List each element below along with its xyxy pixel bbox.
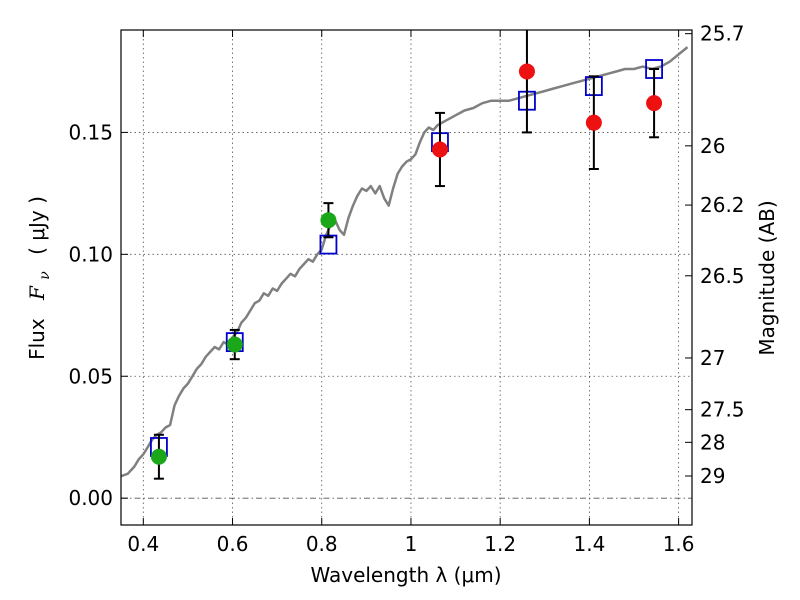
y-axis-label-subscript: ν bbox=[37, 271, 53, 280]
observed-optical-point-2 bbox=[320, 212, 337, 229]
y-tick-label-0: 0.00 bbox=[68, 486, 113, 510]
mag-tick-label-3: 26.5 bbox=[700, 264, 745, 288]
x-tick-label-4: 1.2 bbox=[484, 532, 516, 556]
mag-tick-label-1: 26 bbox=[700, 134, 725, 158]
y-tick-label-3: 0.15 bbox=[68, 120, 113, 144]
observed-optical-point-1 bbox=[226, 336, 243, 353]
mag-tick-label-0: 25.7 bbox=[700, 22, 745, 46]
series-layer bbox=[121, 30, 689, 480]
observed-nir-point-3 bbox=[646, 95, 663, 112]
observed-optical-point-0 bbox=[150, 448, 167, 465]
plot-frame bbox=[120, 29, 693, 526]
y-axis-label-unit: ( μJy ) bbox=[25, 196, 49, 255]
mag-tick-label-5: 27.5 bbox=[700, 398, 745, 422]
mag-tick-label-4: 27 bbox=[700, 346, 725, 370]
x-axis-label: Wavelength λ (μm) bbox=[310, 563, 501, 587]
observed-nir-point-0 bbox=[431, 141, 448, 158]
mag-tick-label-7: 29 bbox=[700, 464, 725, 488]
grid-layer bbox=[121, 30, 692, 525]
x-tick-label-2: 0.8 bbox=[306, 532, 338, 556]
model-sed-line bbox=[121, 46, 689, 478]
y-axis-label-text: Flux bbox=[25, 318, 49, 360]
y-axis-label-symbol: F bbox=[25, 285, 49, 301]
x-tick-label-3: 1 bbox=[405, 532, 418, 556]
y-tick-label-2: 0.10 bbox=[68, 242, 113, 266]
tick-layer: 0.4 0.6 0.8 1 1.2 1.4 1.6 0.00 0.05 0.10 0.15 25.7 2… bbox=[68, 22, 744, 556]
mag-tick-label-6: 28 bbox=[700, 430, 725, 454]
y2-axis-label: Magnitude (AB) bbox=[755, 200, 779, 355]
y-axis-label: Flux F ν ( μJy ) bbox=[25, 196, 54, 360]
x-tick-label-0: 0.4 bbox=[127, 532, 159, 556]
observed-nir-point-2 bbox=[585, 114, 602, 131]
x-tick-label-5: 1.4 bbox=[573, 532, 605, 556]
x-tick-label-6: 1.6 bbox=[663, 532, 695, 556]
svg-text:Flux F ν ( μ: Flux F ν ( μJy ) bbox=[25, 196, 54, 360]
mag-tick-label-2: 26.2 bbox=[700, 193, 745, 217]
y-tick-label-1: 0.05 bbox=[68, 364, 113, 388]
observed-nir-point-1 bbox=[518, 63, 535, 80]
x-tick-label-1: 0.6 bbox=[217, 532, 249, 556]
